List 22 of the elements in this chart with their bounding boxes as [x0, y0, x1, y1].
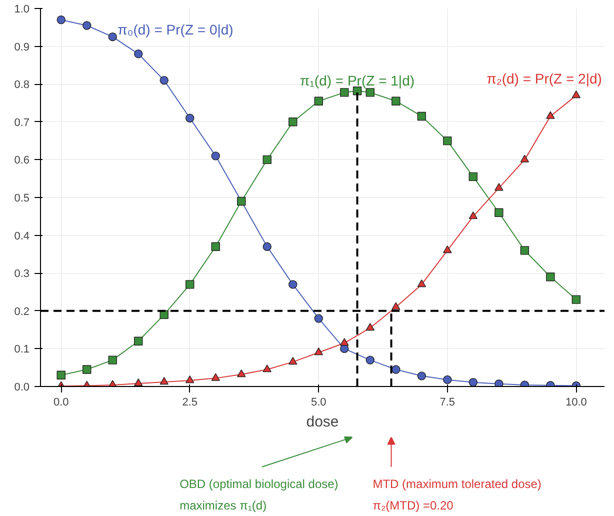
y-tick-label: 0.5	[14, 192, 30, 204]
x-axis-title: dose	[306, 414, 339, 430]
x-tick-label: 7.5	[440, 396, 456, 408]
x-tick-label: 0.0	[53, 396, 69, 408]
y-tick-label: 0.2	[14, 306, 30, 318]
y-tick-label: 0.7	[14, 116, 30, 129]
y-tick-label: 0.6	[14, 154, 30, 167]
y-tick-label: 1.0	[14, 4, 30, 16]
y-tick-label: 0.4	[14, 230, 30, 242]
series-label: π₁(d) = Pr(Z = 1|d)	[300, 72, 415, 88]
text: MTD (maximum tolerated dose) π₂(MTD) =0.20	[372, 476, 542, 512]
x-tick-label: 2.5	[182, 396, 198, 408]
x-tick-label: 5.0	[310, 396, 326, 408]
y-tick-label: 0.9	[14, 41, 30, 54]
y-tick-label: 0.0	[14, 382, 30, 394]
series-label: π₂(d) = Pr(Z = 2|d)	[486, 70, 602, 86]
x-tick-label: 10.0	[565, 396, 587, 408]
y-tick-label: 0.3	[14, 268, 30, 280]
y-tick-label: 0.1	[14, 344, 30, 356]
series-label: π₀(d) = Pr(Z = 0|d)	[118, 21, 234, 38]
text: OBD (optimal biological dose) maximizes π₁(d)	[180, 476, 338, 512]
y-tick-label: 0.8	[14, 79, 30, 92]
